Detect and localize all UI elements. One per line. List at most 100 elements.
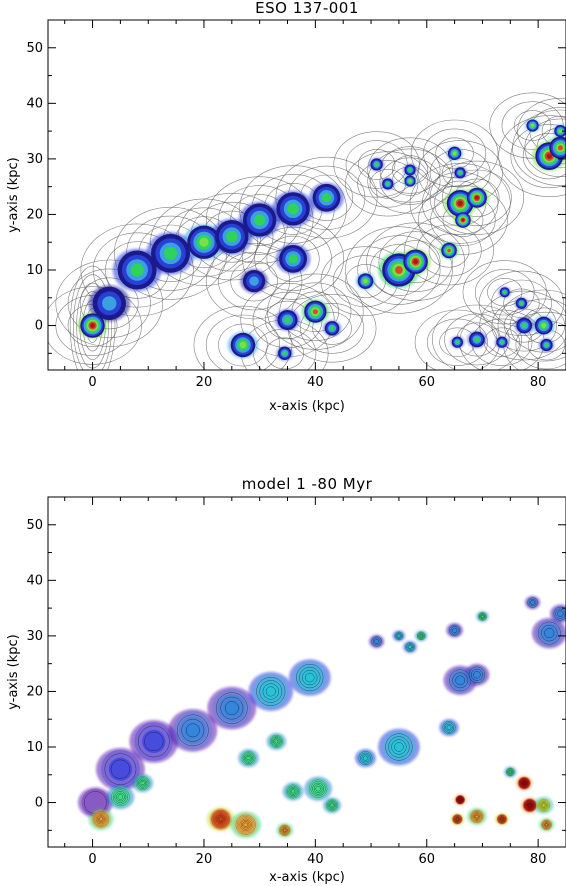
blob-contour — [443, 722, 455, 733]
blob-contour — [185, 723, 200, 738]
blob — [474, 336, 480, 343]
blob-contour — [138, 778, 148, 788]
contour-line — [333, 131, 420, 198]
blob-contour — [358, 751, 373, 766]
blob — [446, 724, 452, 731]
blob-contour — [328, 801, 337, 810]
contour-line — [427, 318, 488, 366]
contour-line — [423, 128, 487, 179]
y-tick-label: 20 — [26, 207, 43, 222]
blob-contour — [394, 742, 404, 752]
blob-contour — [110, 759, 131, 779]
blob — [413, 259, 419, 265]
x-tick-label: 0 — [88, 852, 96, 867]
blob — [530, 123, 535, 128]
contour-line — [357, 160, 419, 208]
blob-contour — [96, 815, 105, 824]
blob-contour — [242, 821, 250, 829]
blob-contour — [449, 624, 461, 636]
blob-contour — [211, 810, 230, 829]
blob-contour — [474, 814, 480, 819]
blob-contour — [557, 610, 564, 617]
x-tick-label: 0 — [88, 375, 96, 390]
contour-line — [379, 157, 441, 205]
blob-contour — [327, 800, 338, 811]
blob — [373, 638, 380, 645]
blob-contour — [417, 632, 425, 640]
contour-line — [67, 268, 151, 339]
blob-contour — [475, 814, 479, 818]
blob — [315, 785, 322, 792]
blob-contour — [361, 754, 370, 763]
blob — [98, 817, 103, 822]
blob-contour — [385, 733, 413, 761]
blob-contour — [508, 769, 513, 775]
blob-contour — [472, 812, 481, 821]
blob-contour — [394, 631, 404, 641]
contour-line — [80, 223, 194, 317]
panel-eso-137-001: ESO 137-001 0 20 40 60 80 0 10 20 30 40 50 x-axis … — [6, 0, 566, 414]
blob — [274, 739, 279, 744]
plot-area — [48, 92, 566, 370]
blob-contour — [310, 781, 326, 797]
blob-contour — [256, 676, 286, 706]
contour-line — [367, 148, 453, 214]
axis-ticks: 0 20 40 60 80 0 10 20 30 40 50 — [26, 19, 566, 390]
y-axis-label: y-axis (kpc) — [6, 634, 21, 709]
blob-contour — [396, 633, 402, 639]
blob — [455, 340, 460, 345]
blob-contour — [281, 826, 289, 834]
blob-contour — [397, 634, 401, 638]
blob-contour — [363, 755, 368, 761]
contour-line — [522, 133, 566, 180]
blob-contour — [215, 814, 226, 825]
blob-contour — [241, 751, 256, 766]
contour-ring — [73, 274, 113, 370]
blob-contour — [244, 753, 254, 763]
blob-contour — [481, 615, 484, 618]
blob-contour — [541, 819, 552, 830]
blob — [164, 246, 178, 260]
blob-contour — [391, 739, 407, 755]
blob-contour — [528, 598, 537, 607]
blob — [451, 627, 458, 634]
blob-contour — [114, 791, 127, 803]
y-tick-label: 10 — [26, 740, 43, 755]
contour-line — [512, 109, 566, 186]
blob-contour — [455, 817, 460, 822]
blob-contour — [137, 725, 170, 758]
contour-line — [275, 156, 378, 239]
chart-title: ESO 137-001 — [255, 0, 359, 17]
blob — [184, 722, 202, 739]
blob-contour — [272, 737, 281, 746]
blob-contour — [458, 798, 462, 802]
contour-line — [510, 124, 566, 189]
contour-line — [345, 151, 431, 217]
contour-line — [218, 251, 291, 311]
blob-contour — [283, 829, 287, 832]
blob-contour — [239, 818, 252, 831]
blob — [362, 755, 369, 761]
blob-contour — [313, 784, 323, 793]
blob-contour — [545, 823, 548, 827]
blob — [546, 153, 553, 159]
contour-line — [462, 260, 547, 325]
blob — [140, 780, 145, 786]
blob-contour — [478, 612, 486, 620]
plot-area — [77, 595, 566, 839]
blob-contour — [537, 621, 561, 645]
y-tick-label: 40 — [26, 573, 43, 588]
blob-contour — [418, 633, 424, 639]
blob-contour — [473, 671, 481, 679]
blob — [461, 218, 465, 222]
contour-line — [429, 160, 524, 235]
blob — [544, 342, 549, 348]
y-tick-label: 50 — [26, 518, 43, 533]
contour-line — [378, 231, 453, 292]
blob-contour — [104, 753, 137, 786]
blob-contour — [140, 781, 145, 786]
blob — [385, 182, 390, 186]
blob-contour — [217, 816, 224, 823]
x-tick-label: 40 — [307, 852, 324, 867]
blob — [395, 266, 403, 274]
